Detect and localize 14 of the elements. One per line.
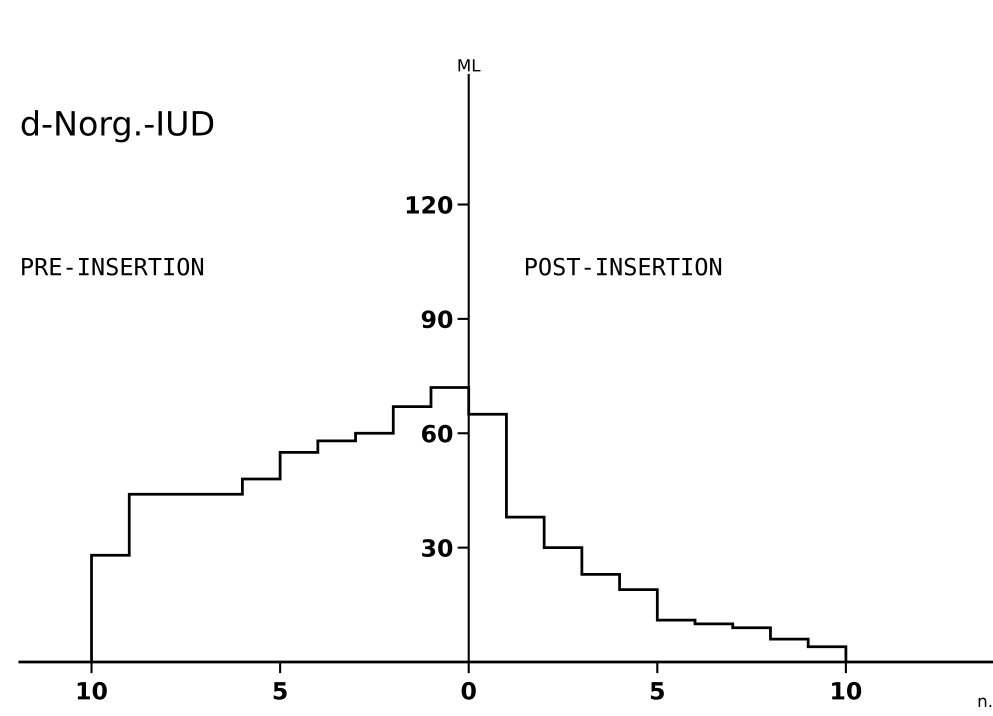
x-axis-title: n. — [978, 698, 992, 707]
y-tick-label: 30 — [422, 539, 452, 557]
x-tick-label: 10 — [78, 682, 107, 700]
x-tick-label: 0 — [462, 682, 476, 700]
text: d-Norg.-IUD — [22, 110, 214, 142]
y-tick-label: 90 — [422, 310, 452, 328]
y-axis-title: ML — [458, 59, 480, 72]
x-tick-label: 5 — [274, 682, 287, 700]
annotation: POST-INSERTION — [526, 258, 722, 276]
x-tick-label: 5 — [650, 682, 664, 700]
x-tick-label: 10 — [832, 682, 862, 700]
y-tick-label: 60 — [422, 424, 452, 443]
y-tick-label: 120 — [406, 196, 452, 214]
annotation: PRE-INSERTION — [22, 258, 204, 276]
